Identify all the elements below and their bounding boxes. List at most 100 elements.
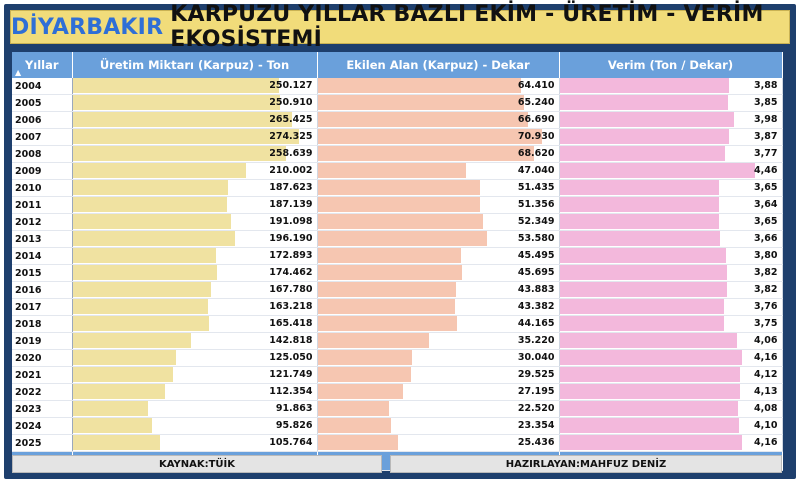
yield-bar	[559, 299, 725, 314]
yield-value: 3,98	[754, 114, 778, 125]
data-table: Yıllar ▲ Üretim Miktarı (Karpuz) - Ton E…	[12, 52, 783, 471]
production-value: 258.639	[269, 148, 313, 159]
area-cell: 66.690	[317, 111, 560, 129]
yield-value: 3,64	[754, 199, 778, 210]
production-bar	[72, 350, 176, 365]
column-header-year[interactable]: Yıllar ▲	[12, 52, 73, 78]
area-cell: 30.040	[317, 349, 560, 367]
table-row: 2017 163.218 43.382 3,76	[12, 298, 783, 316]
area-bar	[317, 214, 483, 229]
yield-value: 3,80	[754, 250, 778, 261]
table-row: 2012 191.098 52.349 3,65	[12, 213, 783, 231]
year-cell: 2005	[12, 94, 73, 112]
area-value: 52.349	[517, 216, 555, 227]
yield-bar	[559, 401, 739, 416]
yield-value: 3,82	[754, 284, 778, 295]
yield-cell: 3,85	[559, 94, 783, 112]
yield-bar	[559, 248, 726, 263]
production-cell: 163.218	[72, 298, 318, 316]
yield-value: 4,16	[754, 352, 778, 363]
production-value: 250.910	[269, 97, 313, 108]
area-value: 70.930	[517, 131, 555, 142]
production-value: 187.623	[269, 182, 313, 193]
area-bar	[317, 384, 404, 399]
production-cell: 191.098	[72, 213, 318, 231]
production-cell: 172.893	[72, 247, 318, 265]
yield-bar	[559, 333, 738, 348]
yield-bar	[559, 163, 755, 178]
production-cell: 250.910	[72, 94, 318, 112]
yield-value: 3,65	[754, 182, 778, 193]
production-value: 172.893	[269, 250, 313, 261]
area-cell: 68.620	[317, 145, 560, 163]
area-value: 29.525	[517, 369, 555, 380]
production-value: 250.127	[269, 80, 313, 91]
table-row: 2025 105.764 25.436 4,16	[12, 434, 783, 452]
production-bar	[72, 265, 217, 280]
year-cell: 2020	[12, 349, 73, 367]
yield-bar	[559, 435, 742, 450]
yield-value: 3,82	[754, 267, 778, 278]
area-bar	[317, 180, 481, 195]
yield-bar	[559, 78, 730, 93]
production-cell: 187.139	[72, 196, 318, 214]
column-header-production[interactable]: Üretim Miktarı (Karpuz) - Ton	[72, 52, 318, 78]
yield-bar	[559, 350, 742, 365]
author-label: HAZIRLAYAN:MAHFUZ DENİZ	[390, 455, 782, 473]
yield-bar	[559, 214, 720, 229]
production-bar	[72, 282, 212, 297]
yield-value: 3,77	[754, 148, 778, 159]
production-value: 163.218	[269, 301, 313, 312]
production-bar	[72, 129, 300, 144]
area-bar	[317, 112, 529, 127]
production-value: 142.818	[269, 335, 313, 346]
table-row: 2004 250.127 64.410 3,88	[12, 78, 783, 95]
year-cell: 2006	[12, 111, 73, 129]
yield-bar	[559, 384, 741, 399]
yield-bar	[559, 316, 724, 331]
area-value: 23.354	[517, 420, 555, 431]
production-bar	[72, 197, 228, 212]
yield-bar	[559, 146, 725, 161]
table-row: 2009 210.002 47.040 4,46	[12, 162, 783, 180]
column-header-yield[interactable]: Verim (Ton / Dekar)	[559, 52, 783, 78]
production-bar	[72, 180, 228, 195]
table-row: 2022 112.354 27.195 4,13	[12, 383, 783, 401]
production-value: 112.354	[269, 386, 313, 397]
production-cell: 165.418	[72, 315, 318, 333]
year-cell: 2010	[12, 179, 73, 197]
source-label: KAYNAK:TÜİK	[12, 455, 382, 473]
year-cell: 2015	[12, 264, 73, 282]
yield-cell: 3,82	[559, 281, 783, 299]
area-cell: 70.930	[317, 128, 560, 146]
yield-cell: 3,87	[559, 128, 783, 146]
yield-value: 4,46	[754, 165, 778, 176]
area-bar	[317, 95, 524, 110]
yield-bar	[559, 265, 727, 280]
yield-bar	[559, 180, 720, 195]
area-value: 27.195	[517, 386, 555, 397]
yield-cell: 3,76	[559, 298, 783, 316]
yield-value: 3,87	[754, 131, 778, 142]
sort-ascending-icon[interactable]: ▲	[15, 68, 22, 77]
table-row: 2019 142.818 35.220 4,06	[12, 332, 783, 350]
area-cell: 43.382	[317, 298, 560, 316]
production-bar	[72, 333, 191, 348]
area-cell: 45.695	[317, 264, 560, 282]
year-cell: 2019	[12, 332, 73, 350]
production-cell: 91.863	[72, 400, 318, 418]
area-bar	[317, 231, 487, 246]
area-bar	[317, 78, 522, 93]
area-bar	[317, 401, 389, 416]
production-value: 187.139	[269, 199, 313, 210]
area-value: 25.436	[517, 437, 555, 448]
yield-cell: 4,06	[559, 332, 783, 350]
yield-bar	[559, 367, 740, 382]
area-bar	[317, 248, 462, 263]
table-row: 2020 125.050 30.040 4,16	[12, 349, 783, 367]
column-header-area[interactable]: Ekilen Alan (Karpuz) - Dekar	[317, 52, 560, 78]
area-bar	[317, 418, 392, 433]
table-row: 2007 274.325 70.930 3,87	[12, 128, 783, 146]
area-cell: 51.435	[317, 179, 560, 197]
production-bar	[72, 146, 287, 161]
